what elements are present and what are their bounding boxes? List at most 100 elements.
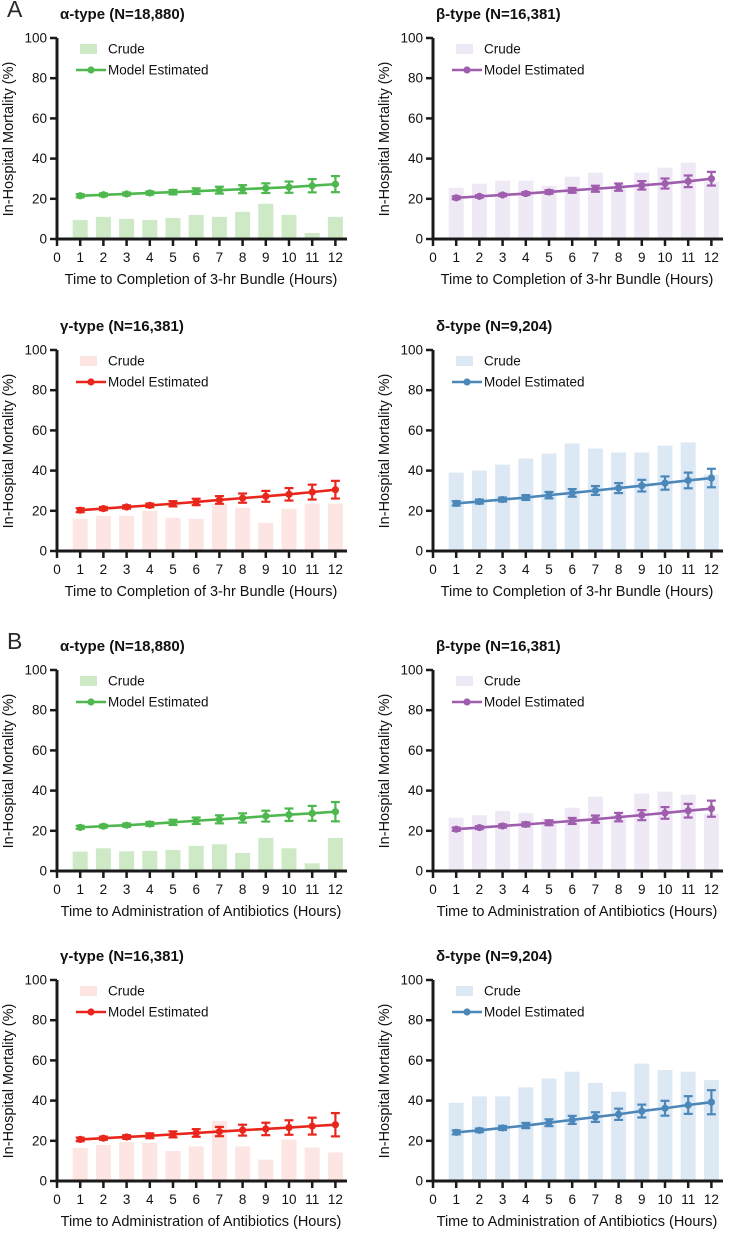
model-marker xyxy=(308,809,316,817)
x-tick-label: 9 xyxy=(638,1192,646,1207)
x-tick-label: 12 xyxy=(704,250,719,265)
model-marker xyxy=(638,181,646,189)
model-marker xyxy=(661,179,669,188)
model-marker xyxy=(499,495,507,504)
x-tick-label: 0 xyxy=(53,1192,61,1207)
x-tick-label: 1 xyxy=(76,250,84,265)
y-tick-label: 40 xyxy=(408,1093,423,1108)
model-marker xyxy=(568,186,576,194)
x-axis-label: Time to Completion of 3-hr Bundle (Hours… xyxy=(441,272,714,288)
x-tick-label: 6 xyxy=(192,562,200,577)
crude-bar xyxy=(634,793,650,871)
legend-model-marker xyxy=(87,698,95,706)
x-tick-label: 4 xyxy=(146,882,154,897)
y-tick-label: 0 xyxy=(415,232,423,247)
chart-cell-b-gamma: γ-type (N=16,381) 0 20 40 60 80 100 0 1 2 3 4 5 6 7 8 9… xyxy=(0,942,375,1240)
x-tick-label: 9 xyxy=(262,562,270,577)
y-tick-label: 20 xyxy=(408,823,423,838)
crude-bar xyxy=(327,837,343,871)
y-tick-label: 60 xyxy=(32,1053,47,1068)
x-tick-label: 7 xyxy=(592,250,600,265)
model-marker xyxy=(615,183,623,191)
x-tick-label: 2 xyxy=(100,1192,108,1207)
x-tick-label: 5 xyxy=(169,562,177,577)
crude-bar xyxy=(72,1148,88,1181)
chart-title: δ-type (N=9,204) xyxy=(436,948,553,965)
chart-cell-a-beta: β-type (N=16,381) 0 20 40 60 80 100 0 1 2 3 4 5 6 7 8 9… xyxy=(376,0,751,300)
model-marker xyxy=(545,819,553,827)
model-marker xyxy=(308,1122,316,1130)
crude-bar xyxy=(281,214,297,239)
x-tick-label: 12 xyxy=(328,250,343,265)
y-tick-label: 20 xyxy=(32,1133,47,1148)
legend-crude-label: Crude xyxy=(108,674,145,689)
model-line xyxy=(80,810,336,829)
y-tick-label: 0 xyxy=(39,544,47,559)
model-marker xyxy=(169,188,177,196)
crude-bar xyxy=(471,815,487,871)
legend-crude-swatch xyxy=(80,986,97,996)
crude-bar xyxy=(657,791,673,871)
x-tick-label: 11 xyxy=(305,562,319,577)
panel-label-a: A xyxy=(7,0,23,22)
x-tick-label: 1 xyxy=(76,882,84,897)
crude-bar xyxy=(495,464,511,551)
model-marker xyxy=(146,189,154,197)
model-marker xyxy=(452,825,460,833)
model-marker xyxy=(522,189,530,198)
model-marker xyxy=(169,1130,177,1138)
model-marker xyxy=(285,183,293,191)
crude-bar xyxy=(95,216,111,239)
model-line xyxy=(80,182,336,198)
x-tick-label: 0 xyxy=(429,250,437,265)
model-marker xyxy=(146,820,154,828)
legend-crude-swatch xyxy=(456,676,473,686)
x-tick-label: 7 xyxy=(216,1192,224,1207)
model-marker xyxy=(331,1121,339,1129)
y-tick-label: 40 xyxy=(32,1093,47,1108)
x-tick-label: 2 xyxy=(476,562,484,577)
x-tick-label: 9 xyxy=(262,882,270,897)
x-tick-label: 3 xyxy=(123,250,131,265)
model-marker xyxy=(262,492,270,500)
crude-bar xyxy=(680,162,696,239)
x-tick-label: 8 xyxy=(239,250,247,265)
x-tick-label: 8 xyxy=(615,250,623,265)
x-tick-label: 5 xyxy=(545,562,553,577)
chart-cell-a-gamma: γ-type (N=16,381) 0 20 40 60 80 100 0 1 2 3 4 5 6 7 8 9… xyxy=(0,312,375,612)
model-marker xyxy=(522,1121,530,1130)
model-marker xyxy=(638,811,646,819)
y-tick-label: 60 xyxy=(32,111,47,126)
crude-bar xyxy=(495,810,511,871)
legend-model-marker xyxy=(463,378,471,386)
x-tick-label: 3 xyxy=(123,882,131,897)
chart-title: δ-type (N=9,204) xyxy=(436,318,553,335)
x-tick-label: 5 xyxy=(545,250,553,265)
legend-crude-label: Crude xyxy=(108,42,145,57)
model-line xyxy=(80,1123,336,1141)
legend-model-label: Model Estimated xyxy=(484,63,585,78)
x-tick-label: 10 xyxy=(281,1192,296,1207)
x-tick-label: 5 xyxy=(169,1192,177,1207)
crude-bar xyxy=(657,1070,673,1181)
model-marker xyxy=(123,503,131,511)
legend-crude-swatch xyxy=(80,356,97,366)
crude-bar xyxy=(327,503,343,551)
y-tick-label: 80 xyxy=(408,703,423,718)
crude-bar xyxy=(258,522,274,551)
y-axis-label: In-Hospital Mortality (%) xyxy=(1,374,17,529)
model-marker xyxy=(99,504,107,513)
y-tick-label: 60 xyxy=(408,111,423,126)
crude-bar xyxy=(258,203,274,239)
crude-bar xyxy=(634,1063,650,1181)
y-tick-label: 40 xyxy=(408,463,423,478)
y-tick-label: 20 xyxy=(32,823,47,838)
y-tick-label: 80 xyxy=(408,71,423,86)
crude-bar xyxy=(471,1096,487,1181)
legend-crude-swatch xyxy=(80,44,97,54)
model-marker xyxy=(545,1119,553,1127)
legend-crude-swatch xyxy=(456,44,473,54)
